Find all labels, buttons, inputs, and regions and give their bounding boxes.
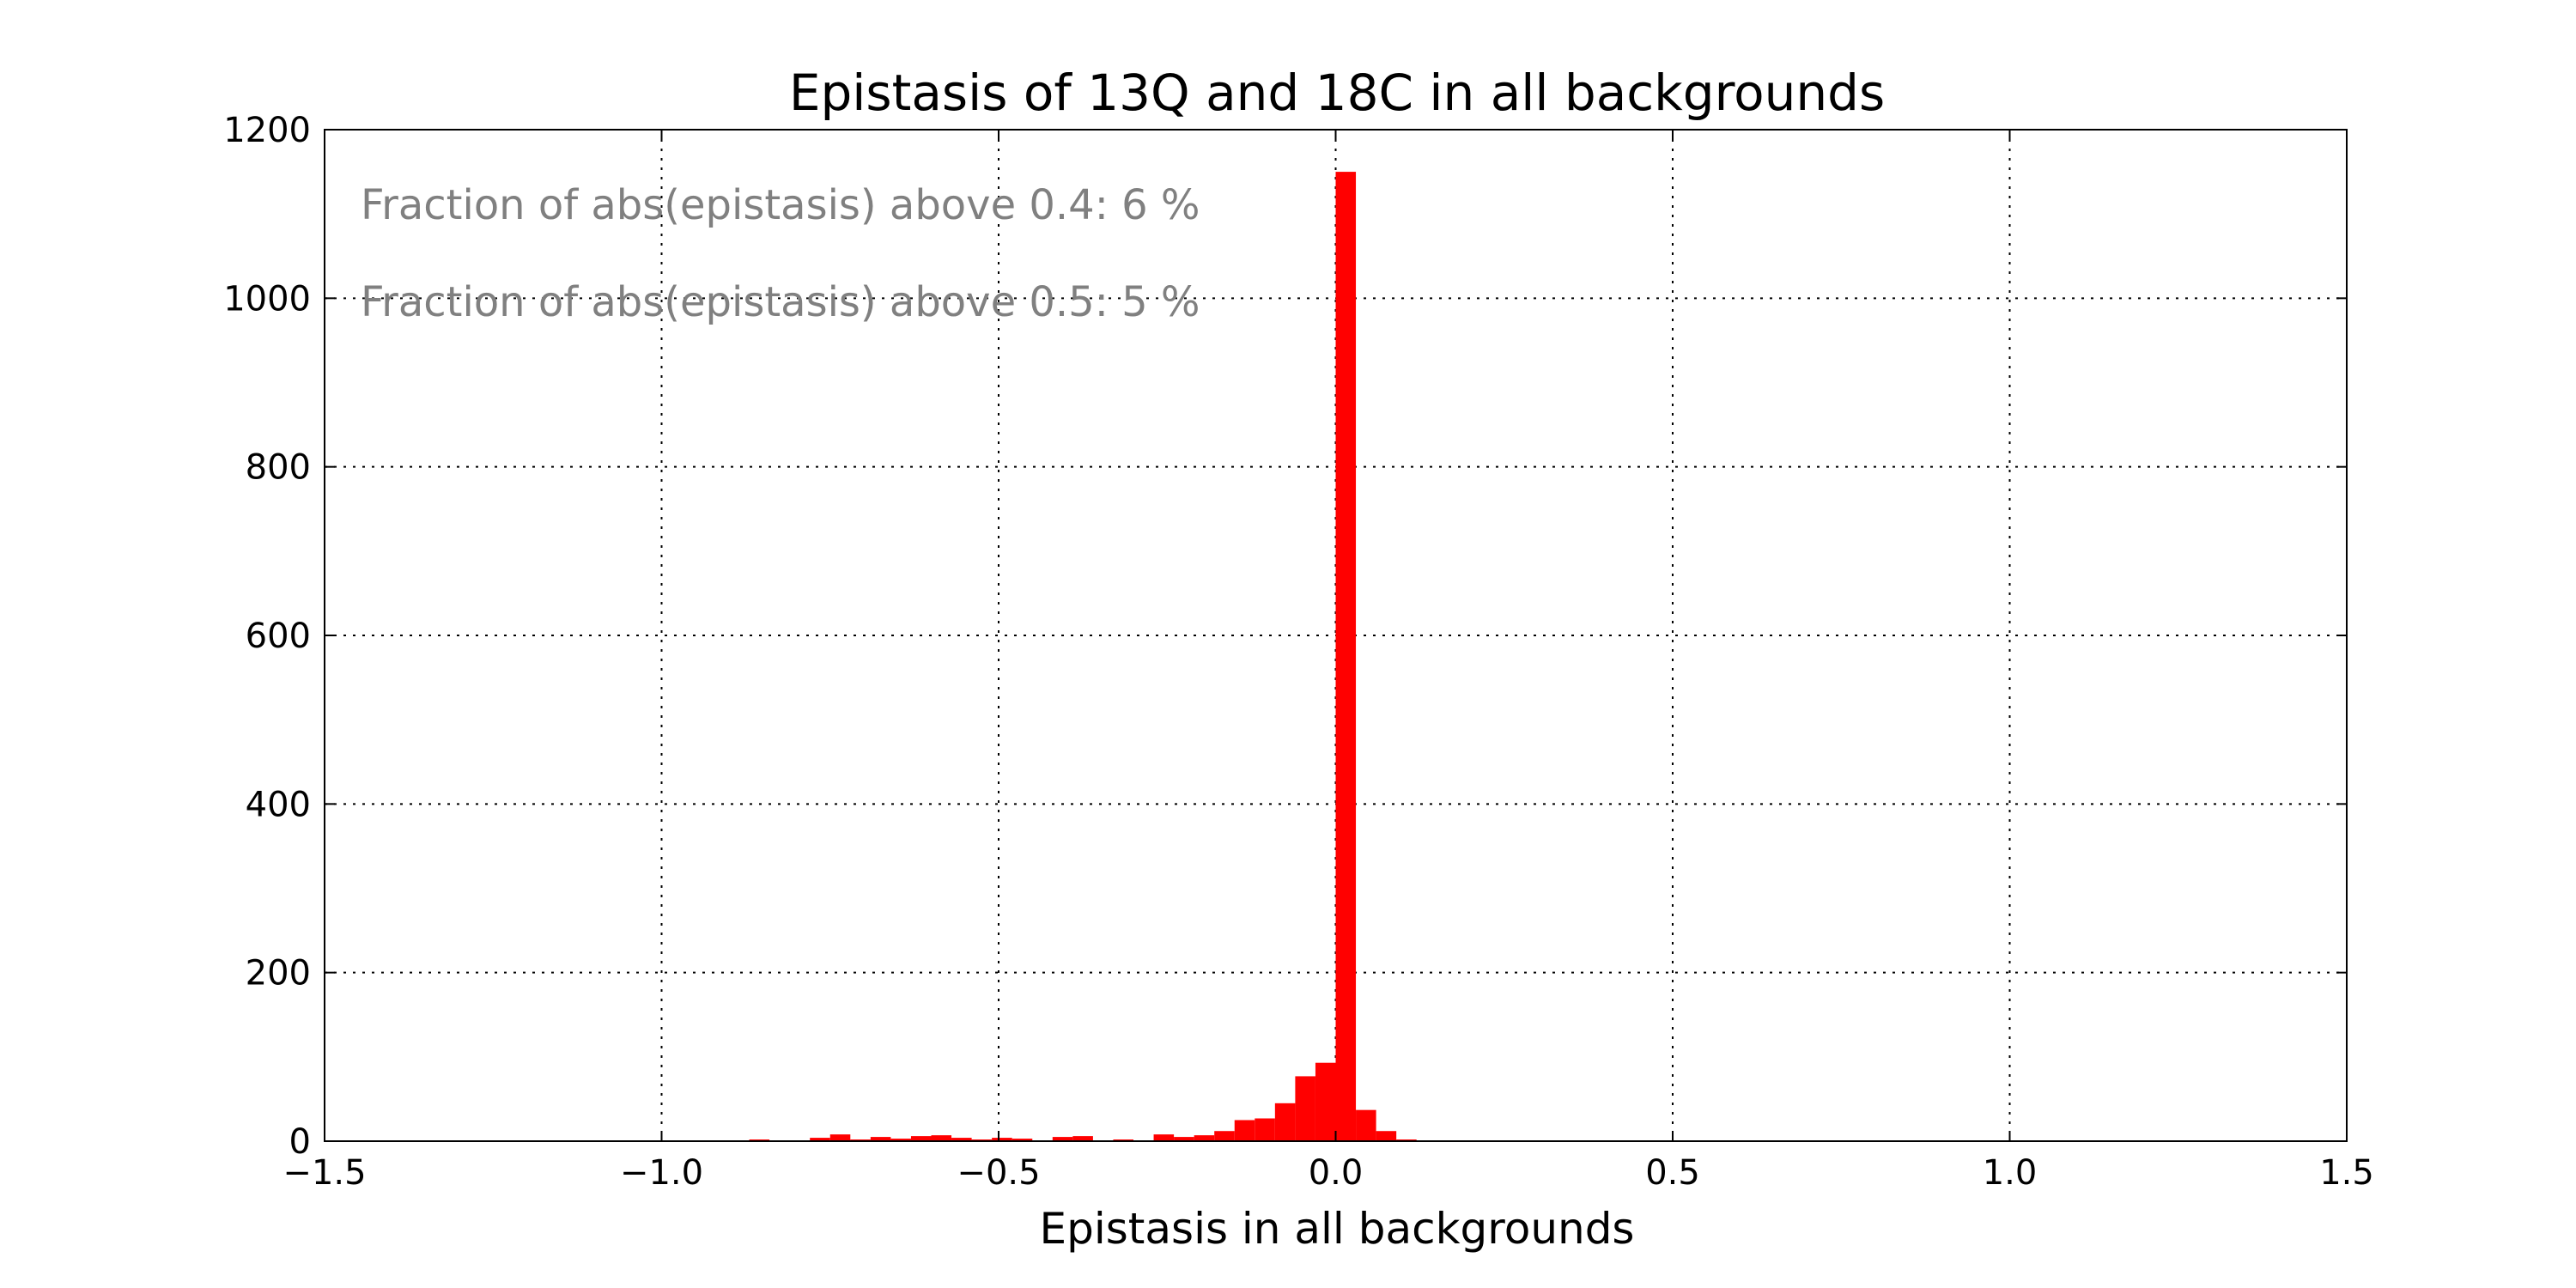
histogram-bar [1295, 1076, 1315, 1141]
y-tick-label: 800 [246, 448, 311, 488]
histogram-bars [729, 172, 1417, 1141]
histogram-bar [829, 1134, 851, 1141]
y-tick-labels: 0 200 400 600 800 1000 1200 [223, 111, 311, 1162]
histogram-bar [1153, 1134, 1175, 1141]
histogram-bar [1376, 1131, 1397, 1141]
histogram-bar [951, 1138, 972, 1141]
x-tick-label: −1.0 [620, 1153, 703, 1193]
x-tick-label: 1.5 [2319, 1153, 2374, 1193]
histogram-bar [1012, 1139, 1033, 1141]
histogram-bar [1274, 1103, 1296, 1141]
x-tick-labels: −1.5 −1.0 −0.5 0.0 0.5 1.0 1.5 [283, 1153, 2373, 1193]
histogram-bar [870, 1137, 891, 1141]
axis-ticks [324, 129, 2348, 1142]
annotation-fraction-0-5: Fraction of abs(epistasis) above 0.5: 5 … [361, 278, 1200, 326]
x-axis-label: Epistasis in all backgrounds [1040, 1204, 1635, 1254]
y-tick-label: 400 [246, 785, 311, 824]
histogram-bar [1255, 1118, 1275, 1141]
y-tick-label: 1000 [223, 279, 311, 319]
histogram-bar [1194, 1135, 1215, 1141]
chart-title: Epistasis of 13Q and 18C in all backgrou… [789, 64, 1885, 122]
histogram-bar [1356, 1109, 1376, 1141]
y-tick-label: 1200 [223, 111, 311, 150]
x-tick-label: 0.0 [1309, 1153, 1364, 1193]
histogram-bar [1234, 1120, 1255, 1141]
histogram-bar [1174, 1137, 1194, 1141]
annotation-fraction-0-4: Fraction of abs(epistasis) above 0.4: 6 … [361, 181, 1200, 229]
x-tick-label: 0.5 [1645, 1153, 1700, 1193]
histogram-bar [992, 1138, 1012, 1141]
histogram-bar [931, 1135, 952, 1141]
histogram-bar [910, 1136, 932, 1141]
histogram-bar [1072, 1136, 1093, 1141]
histogram-bar [890, 1139, 911, 1141]
histogram-bar [1335, 172, 1357, 1141]
x-tick-label: −1.5 [283, 1153, 366, 1193]
histogram-bar [1315, 1062, 1336, 1141]
histogram-bar [1052, 1137, 1073, 1141]
y-tick-label: 600 [246, 617, 311, 656]
y-tick-label: 200 [246, 954, 311, 993]
y-tick-label: 0 [289, 1122, 311, 1162]
x-tick-label: 1.0 [1983, 1153, 2038, 1193]
histogram-bar [1214, 1131, 1235, 1141]
x-tick-label: −0.5 [957, 1153, 1040, 1193]
histogram-bar [810, 1138, 830, 1141]
